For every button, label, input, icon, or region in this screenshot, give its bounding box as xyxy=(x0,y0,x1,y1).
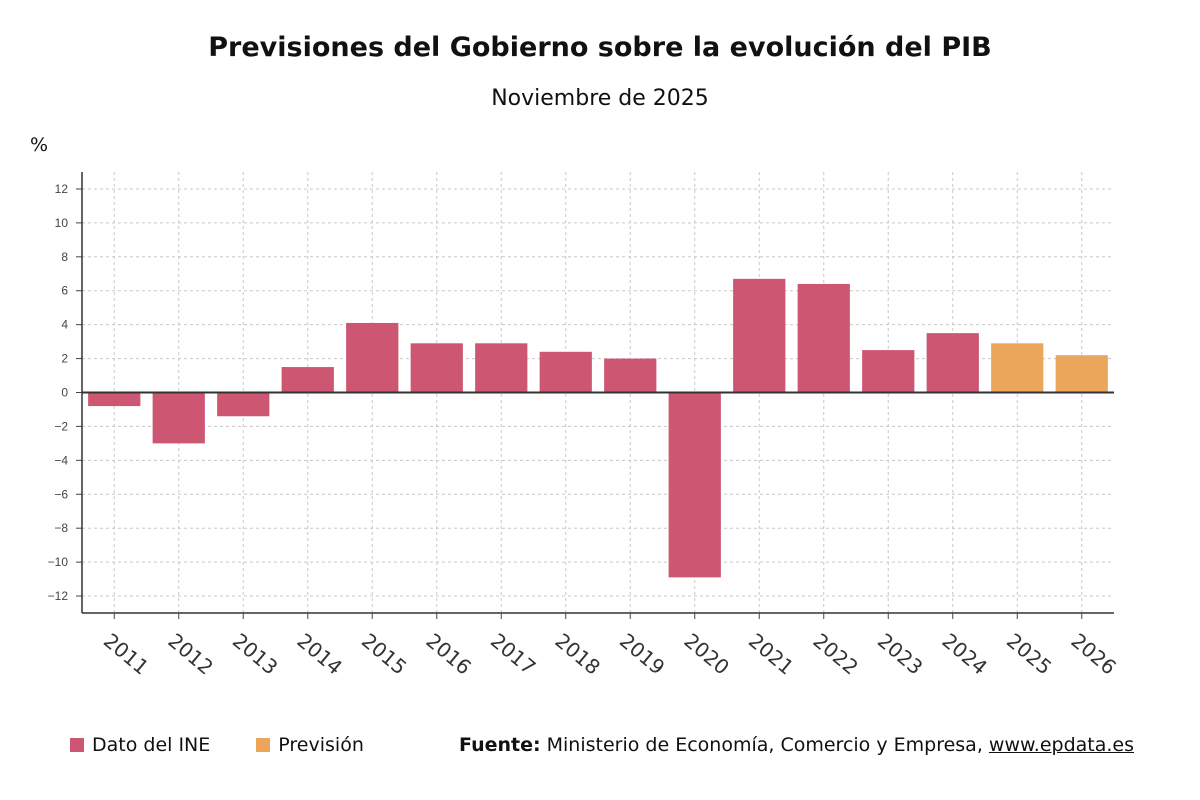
y-tick-label: 4 xyxy=(61,318,68,332)
x-tick-label-2016: 2016 xyxy=(422,628,476,679)
y-tick-label: −4 xyxy=(54,453,68,467)
y-tick-label: −2 xyxy=(54,419,68,433)
x-tick-label-2024: 2024 xyxy=(938,628,992,679)
bar-2014 xyxy=(281,367,334,393)
source-text: Ministerio de Economía, Comercio y Empre… xyxy=(540,734,989,756)
x-tick-label-2026: 2026 xyxy=(1067,628,1121,679)
y-tick-label: −6 xyxy=(54,487,68,501)
y-tick-label: 6 xyxy=(61,284,68,298)
x-tick-label-2018: 2018 xyxy=(551,628,605,679)
y-tick-label: 12 xyxy=(55,182,69,196)
legend-item-prevision: Previsión xyxy=(256,734,364,756)
legend-label-prevision: Previsión xyxy=(278,734,364,756)
bar-2015 xyxy=(346,322,399,393)
x-tick-label-2022: 2022 xyxy=(809,628,863,679)
y-tick-label: −12 xyxy=(48,589,69,603)
x-tick-label-2023: 2023 xyxy=(873,628,927,679)
x-tick-label-2020: 2020 xyxy=(680,628,734,679)
bar-2022 xyxy=(797,283,850,393)
y-axis-unit: % xyxy=(30,134,49,156)
y-tick-label: 8 xyxy=(61,250,68,264)
bar-2011 xyxy=(88,392,141,407)
bar-2017 xyxy=(475,343,528,393)
bar-2024 xyxy=(926,333,979,393)
legend-swatch-prevision xyxy=(256,738,271,752)
bar-2020 xyxy=(668,392,721,578)
x-tick-label-2015: 2015 xyxy=(357,628,411,679)
bar-2013 xyxy=(217,392,270,417)
legend-item-ine: Dato del INE xyxy=(70,734,210,756)
y-tick-label: 2 xyxy=(61,352,68,366)
source-label: Fuente: xyxy=(459,734,541,756)
bar-2018 xyxy=(539,351,592,393)
bar-2021 xyxy=(733,278,786,393)
source-link[interactable]: www.epdata.es xyxy=(988,734,1134,756)
y-tick-label: −8 xyxy=(54,521,68,535)
x-tick-label-2013: 2013 xyxy=(228,628,282,679)
x-tick-label-2011: 2011 xyxy=(99,628,153,679)
bar-2016 xyxy=(410,343,463,393)
x-tick-label-2014: 2014 xyxy=(293,628,347,679)
bar-2026 xyxy=(1055,355,1108,393)
legend: Dato del INE Previsión xyxy=(70,734,410,756)
chart-title: Previsiones del Gobierno sobre la evoluc… xyxy=(208,32,992,63)
chart-subtitle: Noviembre de 2025 xyxy=(491,86,709,111)
x-tick-label-2019: 2019 xyxy=(615,628,669,679)
y-tick-label: 10 xyxy=(55,216,69,230)
x-tick-label-2025: 2025 xyxy=(1002,628,1056,679)
bar-2025 xyxy=(991,343,1044,393)
x-tick-label-2017: 2017 xyxy=(486,628,540,679)
legend-label-ine: Dato del INE xyxy=(92,734,211,756)
y-tick-label: −10 xyxy=(48,555,69,569)
bar-2023 xyxy=(862,350,915,393)
source-note: Fuente: Ministerio de Economía, Comercio… xyxy=(459,734,1134,756)
legend-swatch-ine xyxy=(70,738,84,752)
bar-2019 xyxy=(604,358,657,393)
x-tick-label-2021: 2021 xyxy=(744,628,798,679)
x-tick-label-2012: 2012 xyxy=(164,628,218,679)
bar-2012 xyxy=(152,392,205,444)
y-tick-label: 0 xyxy=(61,386,68,400)
